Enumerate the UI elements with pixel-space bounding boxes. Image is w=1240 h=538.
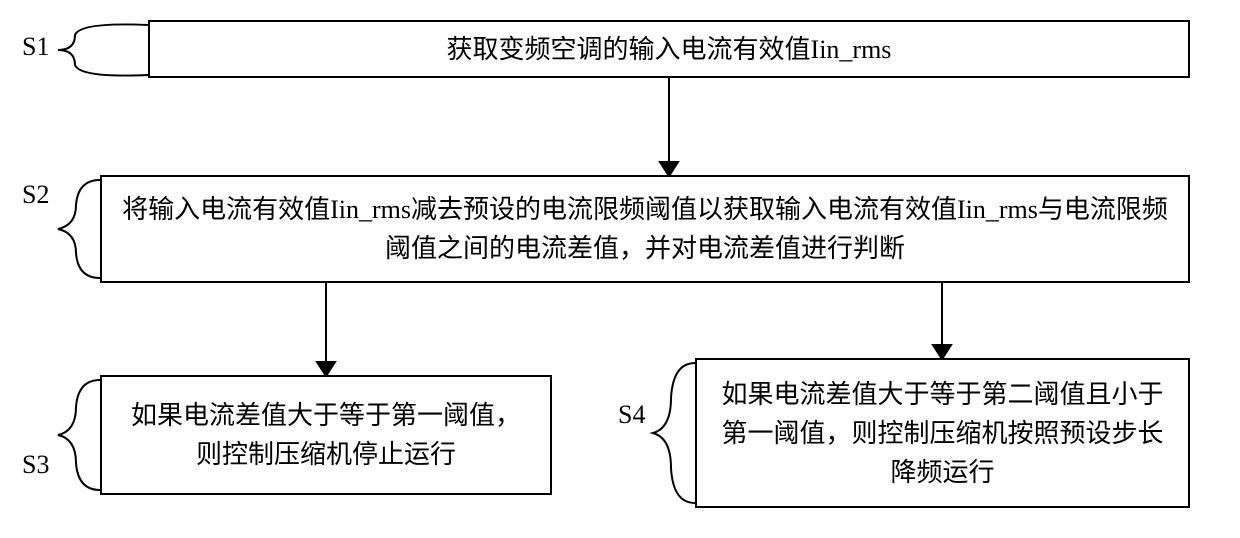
step-text-s3: 如果电流差值大于等于第一阈值，则控制压缩机停止运行 — [120, 396, 532, 474]
flowchart-canvas: S1 获取变频空调的输入电流有效值Iin_rms S2 将输入电流有效值Iin_… — [0, 0, 1240, 538]
step-text-s4: 如果电流差值大于等于第二阈值且小于第一阈值，则控制压缩机按照预设步长降频运行 — [715, 375, 1170, 492]
brace-s4 — [645, 358, 700, 508]
brace-s3 — [50, 375, 105, 495]
step-box-s3: 如果电流差值大于等于第一阈值，则控制压缩机停止运行 — [100, 375, 552, 495]
step-box-s4: 如果电流差值大于等于第二阈值且小于第一阈值，则控制压缩机按照预设步长降频运行 — [695, 358, 1190, 508]
step-label-s3: S3 — [22, 450, 49, 480]
step-label-s4: S4 — [618, 400, 645, 430]
